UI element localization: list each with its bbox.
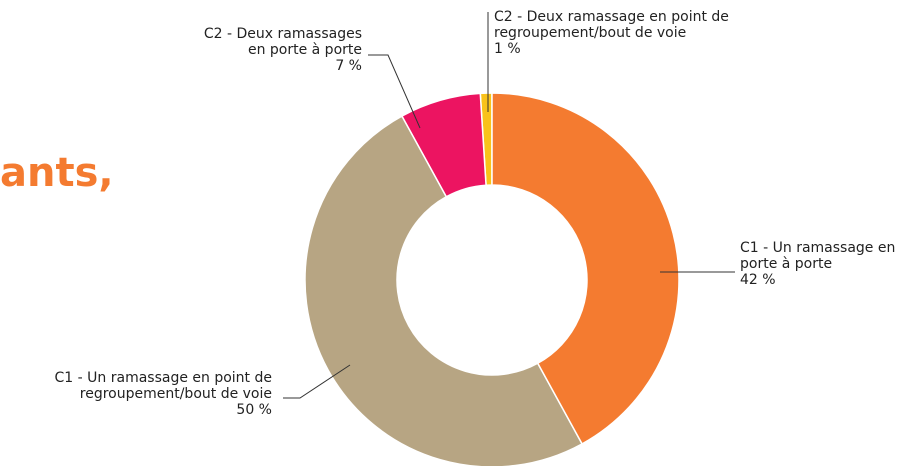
slice-value: 7 % xyxy=(335,58,362,74)
partial-title: ants, xyxy=(0,150,114,196)
slice-value: 50 % xyxy=(236,402,272,418)
slice-category: C2 - Deux ramassages en porte à porte xyxy=(203,26,362,58)
slice-value: 1 % xyxy=(494,41,521,57)
leader-line xyxy=(368,54,421,129)
slice-label: C1 - Un ramassage en porte à porte 42 % xyxy=(740,240,900,288)
slice-category: C1 - Un ramassage en point de regroupeme… xyxy=(54,370,272,402)
donut-slice xyxy=(304,115,584,466)
slice-value: 42 % xyxy=(740,272,776,288)
donut-slice xyxy=(491,92,680,445)
slice-category: C1 - Un ramassage en porte à porte xyxy=(740,240,896,272)
slice-label: C2 - Deux ramassages en porte à porte 7 … xyxy=(150,26,362,74)
leader-line xyxy=(283,364,351,399)
donut-slice xyxy=(400,92,487,198)
slice-label: C1 - Un ramassage en point de regroupeme… xyxy=(0,370,272,418)
slice-category: C2 - Deux ramassage en point de regroupe… xyxy=(494,9,729,41)
slice-label: C2 - Deux ramassage en point de regroupe… xyxy=(494,9,794,57)
leaders xyxy=(283,12,735,399)
